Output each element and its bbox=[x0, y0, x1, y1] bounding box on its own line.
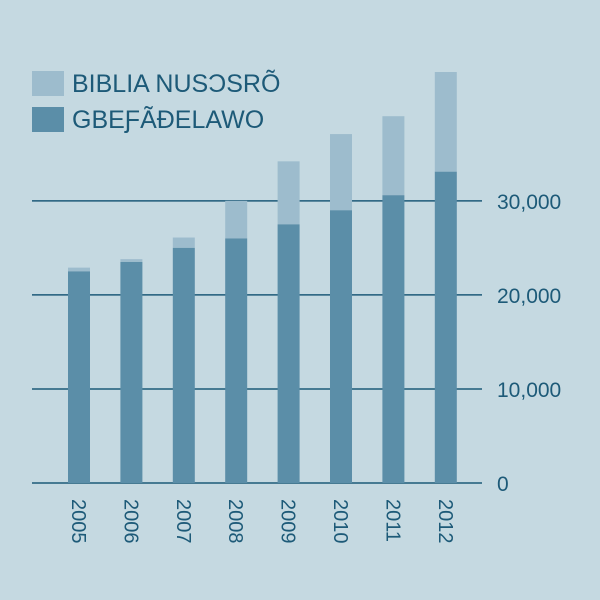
x-category-label: 2005 bbox=[67, 499, 89, 544]
bar-biblia-2007 bbox=[172, 237, 195, 248]
x-category-label: 2010 bbox=[329, 499, 351, 544]
bar-gbefadelawo-2010 bbox=[330, 210, 352, 483]
bar-biblia-2010 bbox=[330, 134, 352, 211]
y-tick-label: 30,000 bbox=[497, 191, 561, 214]
bars bbox=[68, 72, 457, 484]
legend-label-biblia: BIBLIA NUSƆSRÕ bbox=[72, 69, 280, 98]
x-category-label: 2007 bbox=[172, 499, 194, 544]
legend-swatch-gbefadelawo bbox=[32, 107, 64, 132]
bar-gbefadelawo-2011 bbox=[382, 195, 405, 484]
legend-label-gbefadelawo: GBEƑÃĐELAWO bbox=[72, 105, 264, 134]
gridlines bbox=[32, 200, 482, 484]
y-tick-label: 0 bbox=[497, 473, 509, 496]
x-category-label: 2009 bbox=[277, 499, 299, 544]
x-category-label: 2011 bbox=[381, 499, 403, 542]
bar-gbefadelawo-2008 bbox=[225, 238, 248, 483]
bar-biblia-2005 bbox=[68, 267, 90, 272]
x-axis-category-labels: 2005 2006 2007 2008 2009 2010 2011 2012 bbox=[67, 499, 456, 544]
bar-biblia-2008 bbox=[225, 200, 248, 239]
x-category-label: 2012 bbox=[434, 499, 456, 544]
bar-gbefadelawo-2007 bbox=[172, 247, 195, 483]
bar-biblia-2009 bbox=[277, 161, 300, 225]
y-axis-tick-labels: 0 10,000 20,000 30,000 bbox=[497, 191, 561, 496]
y-tick-label: 10,000 bbox=[497, 379, 561, 402]
legend-swatch-biblia bbox=[32, 71, 64, 96]
y-tick-label: 20,000 bbox=[497, 285, 561, 308]
x-category-label: 2008 bbox=[224, 499, 246, 544]
bar-gbefadelawo-2009 bbox=[277, 224, 300, 483]
bar-biblia-2012 bbox=[434, 72, 457, 172]
bar-gbefadelawo-2005 bbox=[68, 271, 90, 483]
bar-gbefadelawo-2012 bbox=[434, 171, 457, 483]
bar-gbefadelawo-2006 bbox=[120, 261, 143, 483]
bar-biblia-2011 bbox=[382, 116, 405, 196]
x-category-label: 2006 bbox=[119, 499, 141, 544]
bar-biblia-2006 bbox=[120, 259, 143, 262]
legend: BIBLIA NUSƆSRÕ GBEƑÃĐELAWO bbox=[32, 69, 280, 134]
